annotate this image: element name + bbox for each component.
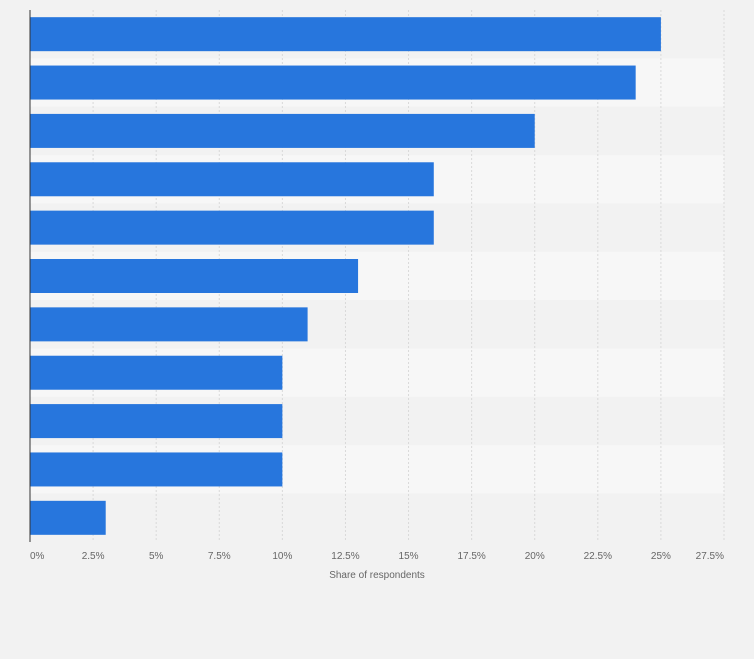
- bar: [30, 307, 308, 342]
- bar: [30, 404, 283, 439]
- x-tick-label: 25%: [651, 551, 671, 562]
- bar: [30, 162, 434, 197]
- x-tick-label: 10%: [272, 551, 292, 562]
- x-tick-label: 5%: [149, 551, 164, 562]
- bar: [30, 500, 106, 535]
- x-tick-label: 22.5%: [584, 551, 612, 562]
- row-band: [30, 493, 724, 542]
- x-tick-label: 15%: [399, 551, 419, 562]
- x-tick-label: 12.5%: [331, 551, 359, 562]
- bar: [30, 17, 661, 52]
- bar: [30, 259, 359, 293]
- x-tick-label: 7.5%: [208, 551, 231, 562]
- bars: [30, 17, 661, 535]
- bar: [30, 210, 434, 245]
- x-tick-label: 17.5%: [457, 551, 485, 562]
- x-tick-label: 20%: [525, 551, 545, 562]
- bar: [30, 355, 283, 390]
- bar: [30, 65, 636, 100]
- x-axis-title: Share of respondents: [329, 570, 425, 581]
- x-tick-label: 27.5%: [696, 551, 724, 562]
- x-tick-label: 2.5%: [82, 551, 105, 562]
- bar: [30, 452, 283, 487]
- x-tick-labels: 0% 2.5% 5% 7.5% 10% 12.5% 15% 17.5% 20% 22.5% 25% 2…: [30, 551, 724, 562]
- bar: [30, 113, 535, 148]
- x-tick-label: 0%: [30, 551, 45, 562]
